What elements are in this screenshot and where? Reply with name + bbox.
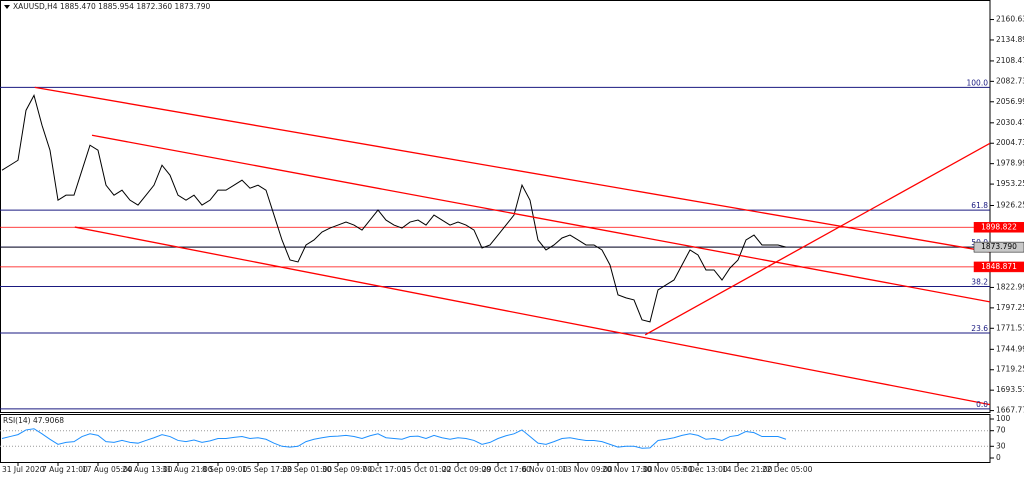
price-line [1, 93, 787, 323]
fib-label: 61.8 [971, 201, 988, 210]
rsi-title: RSI(14) [3, 416, 31, 425]
y-tick-label: 1744.990 [996, 344, 1024, 353]
price-level-box [973, 241, 1024, 253]
y-tick-label: 2082.730 [996, 76, 1024, 85]
y-tick-label: 1926.250 [996, 201, 1024, 210]
x-tick-label: 29 Oct 17:00 [482, 465, 531, 474]
x-tick-label: 7 Oct 17:00 [362, 465, 406, 474]
x-tick-label: 31 Jul 2020 [2, 465, 45, 474]
fib-label: 0.0 [976, 400, 988, 409]
price-level-label: 1848.871 [981, 262, 1017, 271]
x-tick-label: 8 Sep 09:00 [202, 465, 248, 474]
x-tick-label: 20 Nov 17:00 [602, 465, 653, 474]
x-tick-label: 7 Aug 21:00 [42, 465, 88, 474]
rsi-tick-label: 70 [996, 426, 1006, 435]
rsi-tick-label: 30 [996, 441, 1006, 450]
y-tick-label: 1719.250 [996, 365, 1024, 374]
x-tick-label: 13 Nov 09:00 [562, 465, 613, 474]
price-line [1, 428, 787, 449]
x-tick-label: 17 Aug 05:00 [82, 465, 133, 474]
open: 1885.470 [60, 2, 96, 11]
y-tick-label: 1771.510 [996, 323, 1024, 332]
rsi-header: RSI(14) 47.9068 [3, 416, 64, 425]
price-level-label: 1873.790 [981, 242, 1017, 251]
x-tick-label: 14 Dec 21:00 [722, 465, 773, 474]
main-plot [0, 86, 990, 410]
y-tick-label: 2056.990 [996, 97, 1024, 106]
y-tick-label: 2004.730 [996, 138, 1024, 147]
low: 1872.360 [136, 2, 172, 11]
rsi-plot [0, 428, 990, 449]
fib-label: 100.0 [967, 78, 989, 87]
y-tick-label: 1953.250 [996, 179, 1024, 188]
rsi-tick-label: 0 [996, 453, 1001, 462]
x-tick-label: 15 Sep 17:00 [242, 465, 292, 474]
menu-arrow[interactable] [4, 5, 10, 9]
x-tick-label: 23 Sep 01:00 [282, 465, 332, 474]
x-tick-label: 6 Nov 01:00 [522, 465, 568, 474]
y-tick-label: 1822.990 [996, 282, 1024, 291]
y-tick-label: 1978.990 [996, 159, 1024, 168]
trend-line [74, 226, 990, 406]
y-tick-label: 2108.470 [996, 56, 1024, 65]
x-tick-label: 7 Dec 13:00 [682, 465, 728, 474]
rsi-pane-frame [0, 414, 991, 463]
trend-line [91, 134, 990, 303]
x-tick-label: 22 Oct 09:00 [442, 465, 491, 474]
price-level-label: 1898.822 [981, 222, 1017, 231]
axes: 2160.630 2134.890 2108.470 2082.730 2056.990… [2, 15, 1024, 474]
y-tick-label: 2160.630 [996, 15, 1024, 24]
high: 1885.954 [98, 2, 134, 11]
x-tick-label: 31 Aug 21:00 [162, 465, 213, 474]
y-tick-label: 1797.250 [996, 303, 1024, 312]
fib-label: 23.6 [971, 324, 988, 333]
fib-label: 38.2 [971, 277, 988, 286]
close: 1873.790 [175, 2, 211, 11]
rsi-last: 47.9068 [33, 416, 64, 425]
x-tick-label: 30 Nov 05:00 [642, 465, 693, 474]
symbol: XAUUSD,H4 [13, 2, 58, 11]
x-tick-label: 24 Aug 13:00 [122, 465, 173, 474]
x-tick-label: 22 Dec 05:00 [762, 465, 813, 474]
main-pane-frame [0, 0, 991, 413]
y-tick-label: 1693.510 [996, 385, 1024, 394]
y-tick-label: 1667.770 [996, 406, 1024, 415]
trend-line [34, 86, 990, 253]
y-tick-label: 2134.890 [996, 35, 1024, 44]
price-level-box [973, 222, 1024, 233]
x-tick-label: 15 Oct 01:00 [402, 465, 451, 474]
rsi-tick-label: 100 [996, 414, 1011, 423]
trend-line [644, 142, 990, 336]
price-level-box [973, 261, 1024, 273]
x-tick-label: 30 Sep 09:00 [322, 465, 372, 474]
chart-header: XAUUSD,H4 1885.470 1885.954 1872.360 187… [13, 2, 211, 11]
y-tick-label: 2030.470 [996, 118, 1024, 127]
